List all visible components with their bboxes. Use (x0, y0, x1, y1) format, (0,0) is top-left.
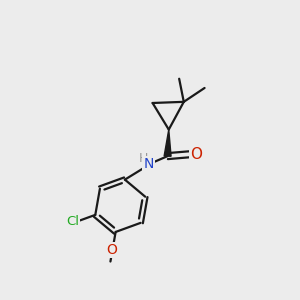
Text: O: O (190, 147, 202, 162)
Polygon shape (164, 130, 171, 156)
Text: H: H (139, 152, 148, 165)
Text: Cl: Cl (66, 215, 79, 229)
Text: O: O (106, 243, 118, 257)
Text: N: N (143, 158, 154, 171)
